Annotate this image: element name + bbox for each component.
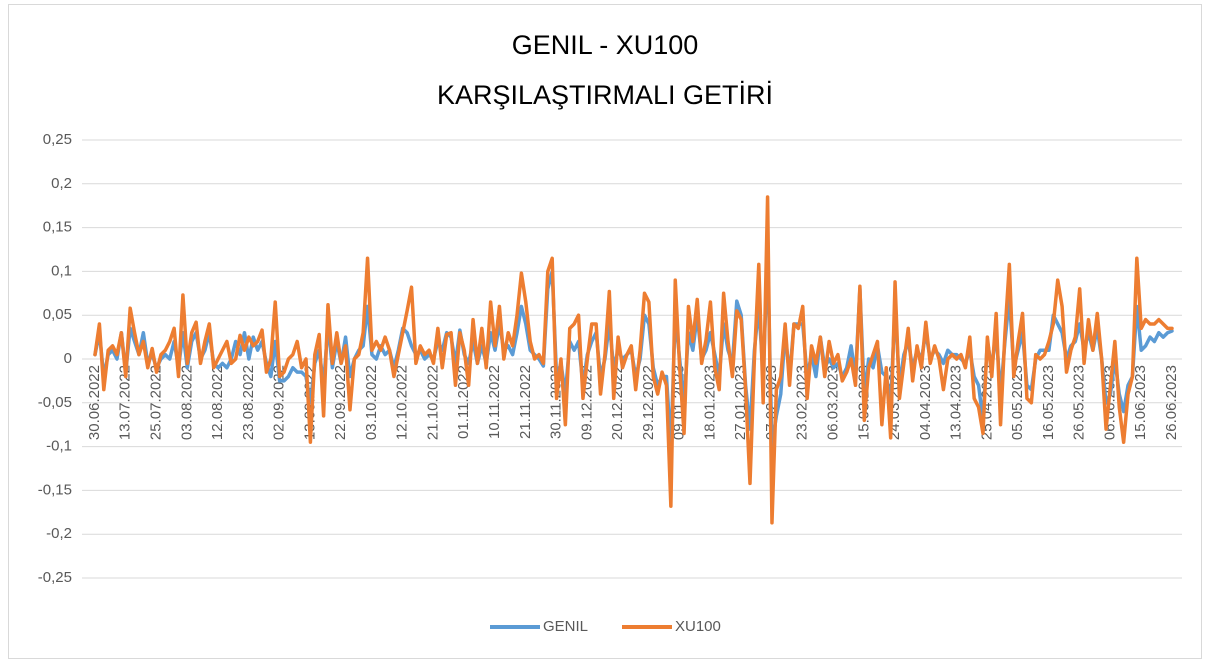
line-series: [93, 195, 1174, 525]
legend-label: GENIL: [543, 618, 588, 635]
y-tick-label: 0,25: [43, 131, 72, 148]
y-tick-label: -0,15: [38, 481, 72, 498]
y-tick-label: -0,2: [46, 525, 72, 542]
x-tick-label: 30.06.2022: [86, 365, 103, 440]
y-tick-label: -0,1: [46, 438, 72, 455]
x-tick-label: 21.10.2022: [424, 365, 441, 440]
x-tick-label: 02.09.2022: [271, 365, 288, 440]
chart-title: KARŞILAŞTIRMALI GETİRİ: [437, 79, 773, 110]
x-tick-label: 03.10.2022: [363, 365, 380, 440]
x-tick-label: 03.08.2022: [178, 365, 195, 440]
y-tick-label: 0,1: [51, 262, 72, 279]
x-tick-label: 12.10.2022: [394, 365, 411, 440]
y-tick-label: 0,05: [43, 306, 72, 323]
x-tick-label: 18.01.2023: [701, 365, 718, 440]
x-tick-label: 13.04.2023: [948, 365, 965, 440]
x-tick-label: 04.04.2023: [917, 365, 934, 440]
x-tick-label: 26.05.2023: [1071, 365, 1088, 440]
y-tick-label: 0,15: [43, 219, 72, 236]
y-tick-label: -0,05: [38, 394, 72, 411]
x-tick-label: 26.06.2023: [1163, 365, 1180, 440]
x-tick-label: 12.08.2022: [209, 365, 226, 440]
chart-title: GENIL - XU100: [512, 30, 699, 60]
x-tick-label: 29.12.2022: [640, 365, 657, 440]
y-tick-label: -0,25: [38, 569, 72, 586]
y-tick-label: 0,2: [51, 175, 72, 192]
x-tick-label: 06.03.2023: [824, 365, 841, 440]
x-tick-label: 22.09.2022: [332, 365, 349, 440]
x-tick-label: 05.05.2023: [1009, 365, 1026, 440]
legend-label: XU100: [675, 618, 721, 635]
x-tick-label: 21.11.2022: [517, 365, 534, 439]
y-tick-label: 0: [64, 350, 72, 367]
x-tick-label: 25.07.2022: [148, 365, 165, 440]
x-tick-label: 15.06.2023: [1132, 365, 1149, 440]
x-tick-label: 16.05.2023: [1040, 365, 1057, 440]
x-tick-label: 30.11.2022: [548, 365, 565, 439]
x-tick-label: 13.07.2022: [117, 365, 134, 440]
x-tick-label: 10.11.2022: [486, 365, 503, 439]
x-tick-label: 23.08.2022: [240, 365, 257, 440]
